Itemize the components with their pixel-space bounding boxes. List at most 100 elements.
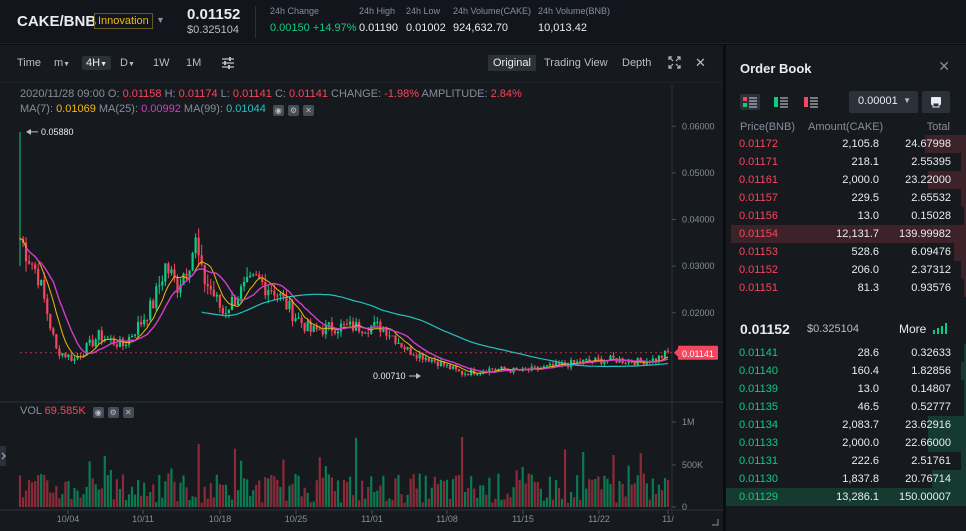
pair-name[interactable]: CAKE/BNB: [17, 13, 97, 30]
signal-bars-icon: [932, 323, 947, 334]
volume-bar: [348, 476, 352, 507]
asks-only-icon[interactable]: [801, 94, 821, 110]
bid-row[interactable]: 0.01140 160.4 1.82856: [726, 362, 966, 380]
both-sides-icon[interactable]: [740, 94, 760, 110]
ask-row[interactable]: 0.01153 528.6 6.09476: [726, 243, 966, 261]
candle-body: [442, 361, 446, 366]
more-link[interactable]: More: [899, 322, 949, 336]
volume-bar: [636, 475, 639, 507]
row-price: 0.01156: [739, 210, 778, 222]
candle-body: [227, 310, 231, 314]
time-button[interactable]: Time: [17, 57, 42, 69]
volume-bar: [588, 479, 591, 507]
row-amount: 222.6: [851, 455, 879, 467]
candle-body: [261, 278, 264, 283]
high-label: H:: [164, 88, 176, 100]
bid-row[interactable]: 0.01131 222.6 2.51761: [726, 452, 966, 470]
ask-row[interactable]: 0.01161 2,000.0 23.22000: [726, 171, 966, 189]
row-price: 0.01130: [739, 473, 778, 485]
close-icon[interactable]: ✕: [938, 58, 950, 74]
bid-row[interactable]: 0.01139 13.0 0.14807: [726, 380, 966, 398]
row-amount: 13,286.1: [836, 491, 879, 503]
indicator-settings-icon[interactable]: [221, 56, 235, 73]
close-icon[interactable]: ✕: [122, 407, 134, 418]
gear-icon[interactable]: ⚙: [107, 407, 119, 418]
chevron-down-icon[interactable]: ▼: [156, 15, 165, 25]
volume-bar: [130, 486, 134, 507]
market-header: CAKE/BNB Innovation ▼ 0.01152 $0.325104 …: [0, 0, 966, 44]
eye-icon[interactable]: ◉: [92, 407, 104, 418]
gear-icon[interactable]: ⚙: [287, 105, 299, 116]
row-total: 0.52777: [911, 401, 951, 413]
candle-body: [430, 359, 433, 362]
ask-row[interactable]: 0.01156 13.0 0.15028: [726, 207, 966, 225]
bid-row[interactable]: 0.01141 28.6 0.32633: [726, 344, 966, 362]
volume-bar: [551, 499, 555, 507]
ask-row[interactable]: 0.01157 229.5 2.65532: [726, 189, 966, 207]
volume-bar: [64, 481, 67, 507]
bid-row[interactable]: 0.01130 1,837.8 20.76714: [726, 470, 966, 488]
depth-bar: [961, 153, 966, 171]
depth-bar: [961, 362, 966, 380]
eye-icon[interactable]: ◉: [272, 105, 284, 116]
innovation-badge[interactable]: Innovation: [94, 13, 153, 29]
volume-bar: [397, 474, 400, 507]
row-amount: 528.6: [851, 246, 879, 258]
candle-body: [633, 362, 636, 366]
close-icon[interactable]: ✕: [302, 105, 314, 116]
bid-row[interactable]: 0.01135 46.5 0.52777: [726, 398, 966, 416]
candle-body: [224, 313, 228, 315]
stat-value: 0.01002: [406, 22, 446, 34]
volume-bar: [236, 490, 240, 507]
bids-only-icon[interactable]: [771, 94, 791, 110]
volume-bar: [282, 459, 285, 507]
view-original-tab[interactable]: Original: [488, 55, 536, 71]
view-depth-tab[interactable]: Depth: [622, 57, 652, 69]
volume-bar: [167, 473, 170, 507]
ask-row[interactable]: 0.01172 2,105.8 24.67998: [726, 135, 966, 153]
candle-body: [170, 269, 173, 274]
fullscreen-icon[interactable]: [668, 56, 681, 72]
volume-bar: [436, 484, 439, 507]
bid-row[interactable]: 0.01134 2,083.7 23.62916: [726, 416, 966, 434]
candle-body: [185, 273, 188, 277]
candle-body: [424, 357, 427, 360]
candle-body: [612, 355, 615, 359]
last-price-label: 0.01141: [682, 349, 714, 359]
price-chart[interactable]: 0.06000 0.05000 0.04000 0.03000 0.02000 1M 500…: [0, 45, 723, 531]
close-chart-icon[interactable]: ✕: [695, 55, 706, 70]
candle-body: [49, 314, 52, 329]
candle-body: [197, 237, 200, 256]
ask-row[interactable]: 0.01152 206.0 2.37312: [726, 261, 966, 279]
day-dropdown[interactable]: D▼: [120, 57, 135, 69]
precision-select[interactable]: 0.00001 ▼: [849, 91, 918, 113]
volume-bar: [176, 501, 179, 507]
view-tradingview-tab[interactable]: Trading View: [544, 57, 608, 69]
candle-body: [203, 264, 206, 285]
book-settings-button[interactable]: [922, 91, 950, 113]
price-tick-label: 0.04000: [682, 215, 715, 225]
ask-row[interactable]: 0.01154 12,131.7 139.99982: [726, 225, 966, 243]
ask-row[interactable]: 0.01151 81.3 0.93576: [726, 279, 966, 297]
volume-bar: [600, 489, 603, 507]
interval-1m-button[interactable]: 1M: [186, 57, 202, 69]
bid-row[interactable]: 0.01129 13,286.1 150.00007: [726, 488, 966, 506]
bid-row[interactable]: 0.01133 2,000.0 22.66000: [726, 434, 966, 452]
volume-bar: [255, 484, 258, 507]
volume-bar: [633, 483, 636, 507]
minute-dropdown[interactable]: m▼: [54, 57, 70, 69]
price-tick-label: 0.05000: [682, 168, 715, 178]
interval-1w-button[interactable]: 1W: [153, 57, 170, 69]
candle-body: [545, 365, 548, 367]
volume-bar: [479, 485, 482, 507]
candle-body: [439, 361, 442, 367]
volume-bar: [430, 487, 433, 507]
candle-body: [140, 322, 143, 325]
ask-row[interactable]: 0.01171 218.1 2.55395: [726, 153, 966, 171]
candles: [18, 228, 670, 377]
candle-body: [376, 321, 379, 323]
interval-4h-button[interactable]: 4H▼: [82, 56, 111, 70]
volume-bar: [188, 499, 191, 507]
volume-bar: [433, 476, 436, 507]
volume-bar: [124, 500, 128, 507]
